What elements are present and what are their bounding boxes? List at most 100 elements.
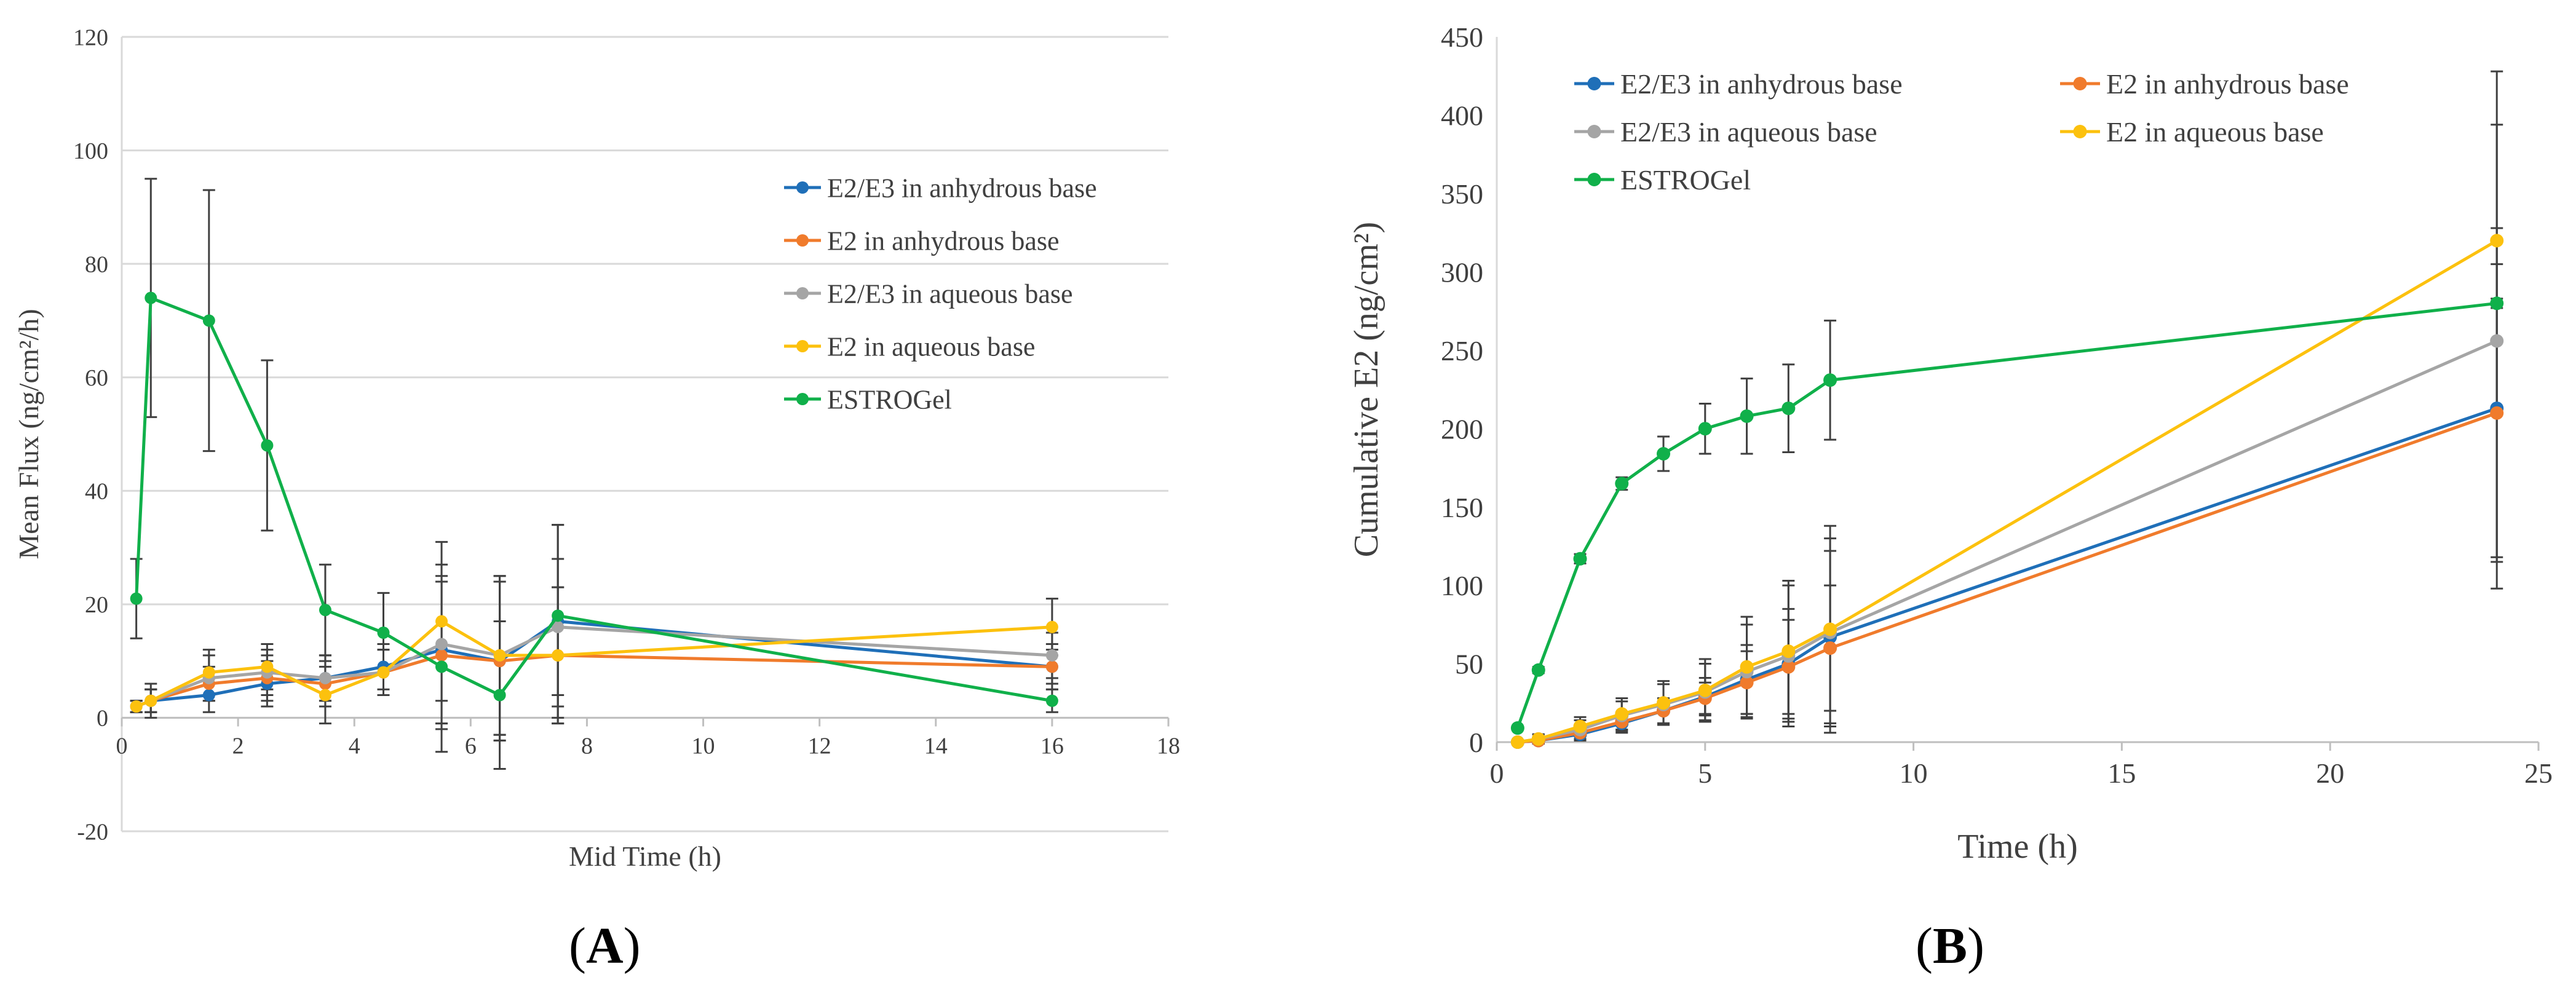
legend-swatch-marker (1587, 173, 1601, 186)
data-point-e2-in-aqueous-base (552, 649, 565, 662)
legend-swatch-marker (1587, 125, 1601, 138)
data-point-estrogel (1615, 477, 1629, 491)
x-tick-label: 6 (465, 733, 477, 759)
y-tick-label: 400 (1441, 100, 1483, 132)
x-tick-label: 18 (1157, 733, 1180, 759)
x-tick-label: 10 (1900, 758, 1928, 789)
data-point-e2-in-aqueous-base (1740, 660, 1754, 674)
data-point-e2-e3-in-aqueous-base (552, 620, 565, 633)
data-point-e2-in-aqueous-base (1573, 719, 1587, 734)
data-point-estrogel (1045, 694, 1058, 707)
data-point-e2-e3-in-anhydrous-base (202, 689, 215, 702)
y-tick-label: 120 (73, 25, 108, 50)
y-tick-label: 0 (97, 706, 108, 732)
data-point-estrogel (377, 627, 390, 639)
data-point-e2-in-aqueous-base (1698, 683, 1712, 697)
data-point-estrogel (1510, 721, 1524, 735)
x-tick-label: 20 (2316, 758, 2344, 789)
y-tick-label: 100 (1441, 570, 1483, 601)
data-point-estrogel (493, 689, 506, 702)
y-tick-label: 450 (1441, 22, 1483, 53)
data-point-estrogel (261, 439, 274, 452)
x-tick-label: 14 (924, 733, 948, 759)
legend-swatch-marker (796, 181, 809, 194)
x-axis-title: Time (h) (1957, 828, 2078, 866)
panel-label-a: (A) (569, 917, 641, 975)
x-tick-label: 25 (2524, 758, 2553, 789)
x-tick-label: 16 (1040, 733, 1064, 759)
series-line-e2-in-aqueous-base (1517, 239, 2498, 744)
legend-label: E2 in anhydrous base (2106, 68, 2349, 100)
data-point-e2-in-aqueous-base (1510, 735, 1524, 749)
y-tick-label: 50 (1455, 649, 1483, 680)
data-point-estrogel (1698, 422, 1712, 436)
chart-a: -20 0 20 40 60 80 100 120 0 2 4 6 8 10 12 14 16 18 Mid Tim… (13, 25, 1180, 872)
data-point-e2-in-aqueous-base (145, 694, 157, 707)
data-point-e2-in-aqueous-base (435, 615, 448, 628)
series-line-estrogel (1516, 301, 2497, 729)
data-point-e2-in-aqueous-base (1531, 732, 1545, 746)
series-line-e2-in-anhydrous-base (135, 654, 1052, 708)
data-point-estrogel (145, 291, 157, 304)
data-point-estrogel (1657, 447, 1671, 461)
y-tick-label: 150 (1441, 492, 1483, 523)
data-point-e2-in-anhydrous-base (1781, 660, 1796, 674)
data-point-estrogel (202, 314, 215, 327)
y-tick-label: 200 (1441, 413, 1483, 445)
y-tick-label: -20 (77, 819, 108, 845)
data-point-estrogel (319, 604, 331, 617)
x-tick-label: 5 (1698, 758, 1712, 789)
data-point-estrogel (552, 609, 565, 622)
data-point-estrogel (1531, 663, 1545, 677)
x-tick-label: 12 (808, 733, 831, 759)
data-point-e2-in-aqueous-base (2490, 234, 2504, 248)
y-tick-label: 40 (85, 479, 108, 505)
legend-label: E2/E3 in aqueous base (1620, 116, 1877, 148)
legend-label: E2/E3 in aqueous base (827, 279, 1073, 309)
data-point-e2-in-aqueous-base (493, 649, 506, 662)
data-point-estrogel (1781, 402, 1796, 416)
data-point-e2-in-anhydrous-base (1740, 676, 1754, 690)
y-tick-label: 80 (85, 251, 108, 277)
series-line-e2-in-anhydrous-base (1517, 411, 2498, 744)
data-point-e2-in-aqueous-base (130, 700, 143, 713)
y-tick-label: 250 (1441, 335, 1483, 366)
data-point-e2-in-aqueous-base (319, 689, 331, 702)
data-point-estrogel (130, 592, 143, 605)
x-tick-label: 2 (232, 733, 244, 759)
y-tick-label: 20 (85, 592, 108, 618)
data-point-estrogel (2490, 296, 2504, 311)
x-tick-label: 0 (116, 733, 128, 759)
data-point-estrogel (435, 660, 448, 673)
x-tick-label: 8 (581, 733, 593, 759)
y-tick-label: 300 (1441, 256, 1483, 288)
legend-label: ESTROGel (827, 384, 952, 414)
legend-label: ESTROGel (1620, 164, 1751, 196)
y-tick-label: 0 (1469, 727, 1483, 758)
legend-swatch-marker (2073, 125, 2087, 138)
data-point-estrogel (1823, 373, 1837, 387)
x-tick-label: 15 (2107, 758, 2136, 789)
data-point-e2-in-aqueous-base (1657, 696, 1671, 710)
data-point-e2-in-anhydrous-base (1045, 660, 1058, 673)
data-point-e2-e3-in-aqueous-base (435, 638, 448, 651)
series-line-e2-e3-in-aqueous-base (1517, 339, 2498, 744)
x-tick-label: 10 (692, 733, 715, 759)
panel-label-b: (B) (1916, 917, 1984, 975)
data-point-e2-in-aqueous-base (1615, 707, 1629, 721)
data-point-e2-in-aqueous-base (377, 666, 390, 679)
x-tick-label: 4 (349, 733, 360, 759)
y-axis-title: Mean Flux (ng/cm²/h) (13, 309, 44, 559)
data-point-e2-in-aqueous-base (1045, 620, 1058, 633)
legend-label: E2 in aqueous base (2106, 116, 2324, 148)
data-point-e2-in-aqueous-base (261, 660, 274, 673)
y-tick-label: 100 (73, 138, 108, 164)
series-line-estrogel (135, 296, 1053, 703)
legend-swatch-marker (796, 234, 809, 247)
data-point-e2-e3-in-aqueous-base (1045, 649, 1058, 662)
legend-label: E2 in anhydrous base (827, 226, 1060, 256)
data-point-e2-in-aqueous-base (202, 666, 215, 679)
legend-label: E2 in aqueous base (827, 331, 1035, 362)
y-tick-label: 350 (1441, 178, 1483, 210)
